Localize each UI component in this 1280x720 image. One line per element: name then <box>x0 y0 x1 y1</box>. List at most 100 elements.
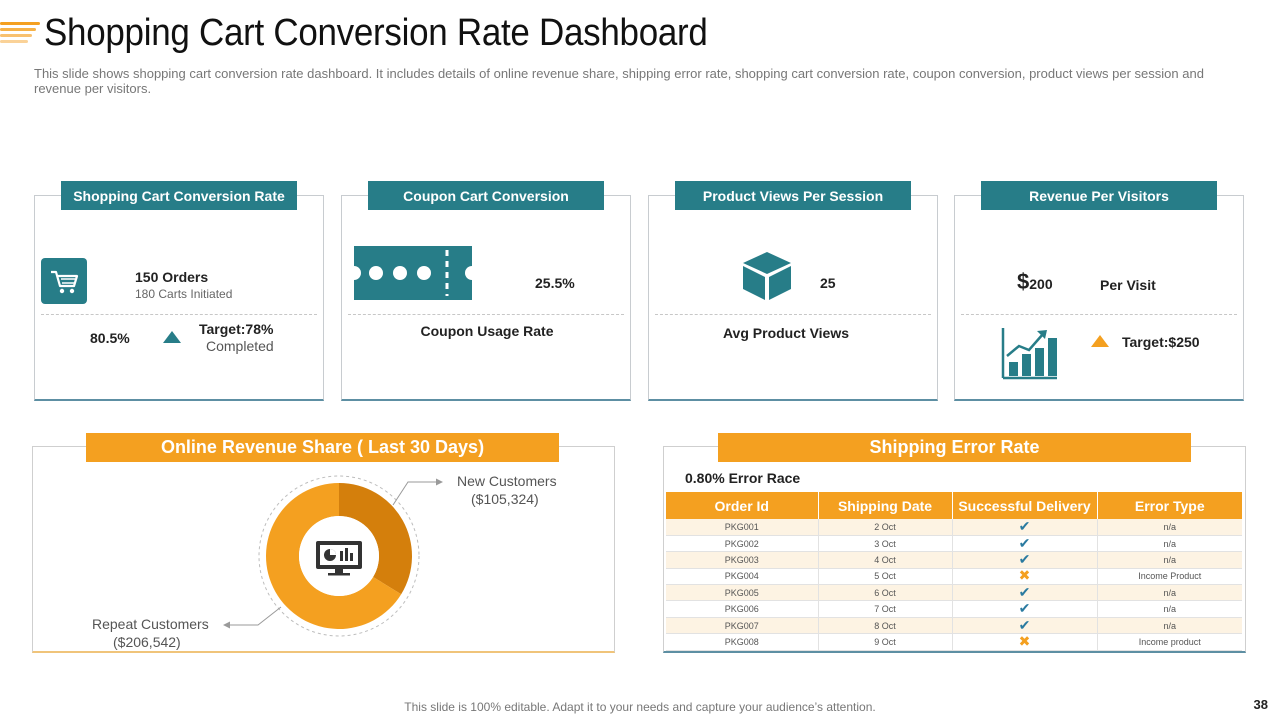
box-icon <box>743 252 791 300</box>
product-views-value: 25 <box>820 275 836 291</box>
title-decoration <box>0 22 44 50</box>
column-header: Error Type <box>1097 492 1242 519</box>
card-coupon-conversion: Coupon Cart Conversion 25.5% Coupon Usag… <box>341 181 631 401</box>
error-type-cell: n/a <box>1097 584 1242 602</box>
order-id-cell: PKG004 <box>666 568 819 586</box>
status-label: Completed <box>206 338 274 354</box>
shipping-date-cell: 2 Oct <box>818 519 953 536</box>
order-id-cell: PKG003 <box>666 551 819 569</box>
triangle-up-icon <box>1091 335 1109 347</box>
new-customers-label: New Customers <box>457 473 557 489</box>
card-header: Coupon Cart Conversion <box>368 181 604 210</box>
coupon-ticket-icon <box>354 246 474 300</box>
error-type-cell: Income Product <box>1097 568 1242 586</box>
error-type-cell: n/a <box>1097 600 1242 618</box>
revenue-target-label: Target:$250 <box>1122 334 1200 350</box>
triangle-up-icon <box>163 331 181 343</box>
card-cart-conversion: Shopping Cart Conversion Rate 150 Orders… <box>34 181 324 401</box>
carts-initiated: 180 Carts Initiated <box>135 287 233 301</box>
delivery-status-cell: ✔ <box>952 600 1098 618</box>
column-header: Shipping Date <box>818 492 953 519</box>
table-row: PKG007 8 Oct ✔ n/a <box>666 616 1242 635</box>
repeat-customers-amount: ($206,542) <box>113 634 181 650</box>
page-subtitle: This slide shows shopping cart conversio… <box>34 66 1204 96</box>
order-id-cell: PKG006 <box>666 600 819 618</box>
dashed-divider <box>961 314 1237 315</box>
table-row: PKG001 2 Oct ✔ n/a <box>666 517 1242 536</box>
delivery-status-cell: ✖ <box>952 632 1098 651</box>
new-customers-slice <box>339 483 412 595</box>
error-type-cell: Income product <box>1097 633 1242 651</box>
shipping-error-panel: Shipping Error Rate 0.80% Error Race Ord… <box>663 433 1246 653</box>
revenue-share-title: Online Revenue Share ( Last 30 Days) <box>86 433 559 462</box>
card-revenue-per-visitor: Revenue Per Visitors $200 Per Visit Targ… <box>954 181 1244 401</box>
error-type-cell: n/a <box>1097 551 1242 569</box>
shipping-date-cell: 8 Oct <box>818 617 953 635</box>
checkmark-icon: ✔ <box>1018 534 1031 551</box>
delivery-status-cell: ✔ <box>952 534 1098 553</box>
repeat-customers-label: Repeat Customers <box>92 616 209 632</box>
order-id-cell: PKG002 <box>666 535 819 553</box>
new-customers-amount: ($105,324) <box>471 491 539 507</box>
shipping-date-cell: 5 Oct <box>818 568 953 586</box>
shipping-date-cell: 3 Oct <box>818 535 953 553</box>
checkmark-icon: ✔ <box>1018 616 1031 633</box>
presentation-monitor-icon <box>316 541 362 576</box>
table-row: PKG006 7 Oct ✔ n/a <box>666 600 1242 618</box>
error-rate-label: 0.80% Error Race <box>685 470 801 486</box>
checkmark-icon: ✔ <box>1018 600 1031 617</box>
error-type-cell: n/a <box>1097 535 1242 553</box>
column-header: Successful Delivery <box>952 492 1098 519</box>
revenue-share-panel: Online Revenue Share ( Last 30 Days) New… <box>32 433 615 653</box>
error-type-cell: n/a <box>1097 519 1242 536</box>
column-header: Order Id <box>666 492 819 519</box>
target-label: Target:78% <box>199 321 274 337</box>
order-id-cell: PKG001 <box>666 519 819 536</box>
order-id-cell: PKG005 <box>666 584 819 602</box>
table-row: PKG003 4 Oct ✔ n/a <box>666 550 1242 569</box>
shipping-date-cell: 7 Oct <box>818 600 953 618</box>
checkmark-icon: ✔ <box>1018 550 1031 567</box>
shipping-date-cell: 6 Oct <box>818 584 953 602</box>
revenue-donut-chart <box>223 475 443 637</box>
growth-chart-icon <box>1001 328 1057 380</box>
currency-symbol: $ <box>1017 269 1030 294</box>
shipping-date-cell: 9 Oct <box>818 633 953 651</box>
shipping-error-title: Shipping Error Rate <box>718 433 1191 462</box>
orders-count: 150 Orders <box>135 269 209 285</box>
shipping-table: Order Id Shipping Date Successful Delive… <box>666 492 1242 651</box>
dashed-divider <box>655 314 931 315</box>
card-header: Revenue Per Visitors <box>981 181 1217 210</box>
page-number: 38 <box>1253 697 1268 712</box>
revenue-amount: 200 <box>1029 276 1053 292</box>
shopping-cart-icon <box>41 258 87 304</box>
order-id-cell: PKG008 <box>666 633 819 651</box>
cross-icon: ✖ <box>1018 632 1031 649</box>
cross-icon: ✖ <box>1018 567 1031 584</box>
delivery-status-cell: ✖ <box>952 567 1098 586</box>
coupon-usage-label: Coupon Usage Rate <box>420 323 554 339</box>
card-product-views: Product Views Per Session 25 Avg Product… <box>648 181 938 401</box>
delivery-status-cell: ✔ <box>952 583 1098 602</box>
card-header: Shopping Cart Conversion Rate <box>61 181 297 210</box>
repeat-customers-slice <box>266 483 402 629</box>
revenue-value: $200 <box>1017 269 1053 295</box>
coupon-value: 25.5% <box>535 275 575 291</box>
conversion-rate-value: 80.5% <box>90 330 130 346</box>
table-header-row: Order Id Shipping Date Successful Delive… <box>666 492 1242 519</box>
dashed-divider <box>41 314 317 315</box>
card-header: Product Views Per Session <box>675 181 911 210</box>
table-row: PKG002 3 Oct ✔ n/a <box>666 534 1242 553</box>
checkmark-icon: ✔ <box>1018 517 1031 534</box>
delivery-status-cell: ✔ <box>952 550 1098 569</box>
checkmark-icon: ✔ <box>1018 583 1031 600</box>
page-title: Shopping Cart Conversion Rate Dashboard <box>44 12 708 54</box>
per-visit-label: Per Visit <box>1100 277 1156 293</box>
error-type-cell: n/a <box>1097 617 1242 635</box>
table-row: PKG008 9 Oct ✖ Income product <box>666 632 1242 651</box>
table-row: PKG004 5 Oct ✖ Income Product <box>666 567 1242 586</box>
shipping-date-cell: 4 Oct <box>818 551 953 569</box>
avg-product-views-label: Avg Product Views <box>722 325 850 341</box>
order-id-cell: PKG007 <box>666 617 819 635</box>
dashed-divider <box>348 314 624 315</box>
